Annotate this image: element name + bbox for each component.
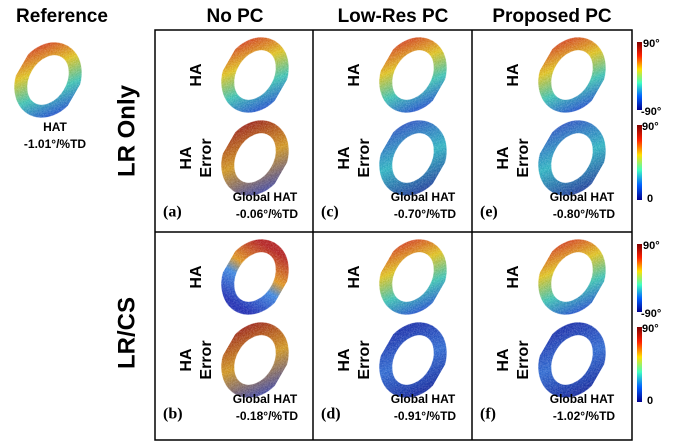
colorbar bbox=[637, 244, 642, 312]
metric-value: -0.18°/%TD bbox=[236, 409, 298, 423]
map-label: HA bbox=[178, 146, 195, 170]
column-title: Low-Res PC bbox=[338, 6, 449, 27]
colorbar-label: -90° bbox=[641, 308, 661, 320]
panel-tag: (d) bbox=[321, 406, 341, 423]
map-label: Error bbox=[356, 138, 373, 177]
ha-map bbox=[538, 37, 606, 113]
colorbar bbox=[637, 42, 642, 110]
panel-tag: (c) bbox=[321, 204, 339, 221]
panel-tag: (b) bbox=[163, 406, 183, 423]
map-label: Error bbox=[515, 340, 532, 379]
column-title: No PC bbox=[207, 6, 264, 27]
ha-map bbox=[538, 239, 606, 315]
metric-value: -1.02°/%TD bbox=[553, 409, 615, 423]
colorbar-label: 90° bbox=[642, 323, 659, 335]
error-map bbox=[221, 322, 289, 398]
map-label: HA bbox=[495, 348, 512, 372]
colorbar bbox=[637, 327, 642, 402]
metric-label: Global HAT bbox=[550, 190, 615, 204]
map-label: HA bbox=[495, 146, 512, 170]
map-label: HA bbox=[178, 348, 195, 372]
error-map bbox=[379, 120, 447, 196]
ha-map bbox=[379, 239, 447, 315]
metric-value: -0.91°/%TD bbox=[394, 409, 456, 423]
metric-value: -0.70°/%TD bbox=[394, 207, 456, 221]
map-label: HA bbox=[505, 265, 522, 289]
error-map bbox=[538, 120, 606, 196]
metric-label: Global HAT bbox=[391, 190, 456, 204]
panel-frame bbox=[154, 29, 633, 441]
metric-value: -0.06°/%TD bbox=[236, 207, 298, 221]
row-label: LR/CS bbox=[113, 297, 140, 369]
map-label: HA bbox=[336, 146, 353, 170]
error-map bbox=[538, 322, 606, 398]
map-label: Error bbox=[198, 138, 215, 177]
metric-label: Global HAT bbox=[391, 392, 456, 406]
panel-tag: (f) bbox=[480, 406, 496, 423]
reference-label: HAT bbox=[43, 120, 67, 134]
map-label: Error bbox=[198, 340, 215, 379]
metric-value: -0.80°/%TD bbox=[553, 207, 615, 221]
reference-map bbox=[14, 42, 82, 118]
error-map bbox=[379, 322, 447, 398]
panel-tag: (e) bbox=[480, 204, 498, 221]
colorbar-label: 90° bbox=[643, 38, 660, 50]
map-label: HA bbox=[336, 348, 353, 372]
ha-map bbox=[221, 239, 289, 315]
colorbar bbox=[637, 125, 642, 200]
metric-label: Global HAT bbox=[233, 392, 298, 406]
map-label: HA bbox=[188, 265, 205, 289]
panel-tag: (a) bbox=[163, 204, 182, 221]
column-title: Proposed PC bbox=[492, 6, 612, 27]
metric-label: Global HAT bbox=[233, 190, 298, 204]
colorbar-label: 0 bbox=[647, 193, 653, 205]
colorbar-label: -90° bbox=[641, 106, 661, 118]
ha-map bbox=[379, 37, 447, 113]
map-label: Error bbox=[515, 138, 532, 177]
error-map bbox=[221, 120, 289, 196]
reference-value: -1.01°/%TD bbox=[24, 137, 86, 151]
colorbar-label: 90° bbox=[642, 121, 659, 133]
map-label: HA bbox=[346, 265, 363, 289]
map-label: HA bbox=[505, 63, 522, 87]
metric-label: Global HAT bbox=[550, 392, 615, 406]
colorbar-label: 90° bbox=[643, 240, 660, 252]
colorbar-label: 0 bbox=[647, 395, 653, 407]
ha-map bbox=[221, 37, 289, 113]
map-label: HA bbox=[188, 63, 205, 87]
map-label: Error bbox=[356, 340, 373, 379]
map-label: HA bbox=[346, 63, 363, 87]
reference-title: Reference bbox=[16, 6, 108, 27]
row-label: LR Only bbox=[113, 84, 140, 177]
